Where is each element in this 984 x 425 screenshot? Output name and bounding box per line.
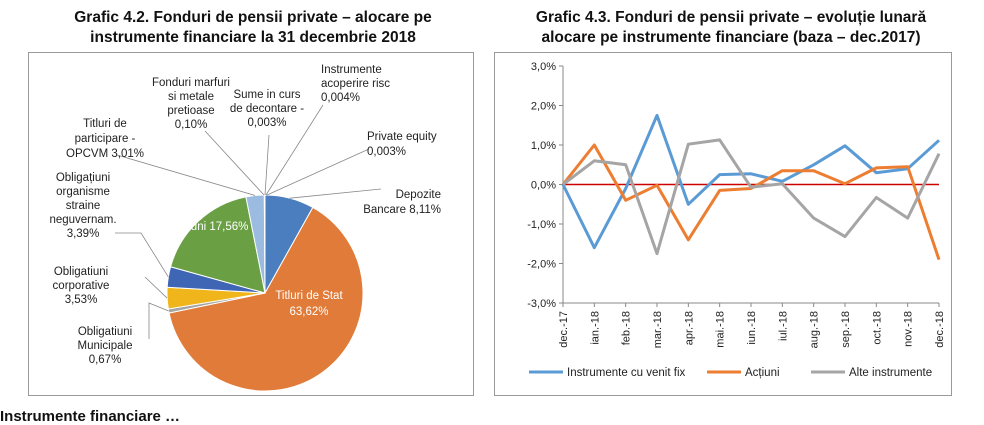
pie-label-marfuri: Fonduri marfuri si metale pretioase 0,10% <box>152 77 230 131</box>
y-tick-label: 3,0% <box>531 61 556 73</box>
series-line-instrumente-cu-venit-fix <box>561 113 941 250</box>
line-chart: 3,0% 2,0% 1,0% 0,0% -1,0% -2,0% -3,0%dec.-17 ia… <box>527 61 946 379</box>
pie-label-corporative: Obligatiuni corporative 3,53% <box>53 266 110 306</box>
pie-label-straine: Obligațiuni organisme straine neguvernam. 3,… <box>49 172 116 240</box>
left-chart-title-line1: Grafic 4.2. Fonduri de pensii private – … <box>74 9 432 26</box>
pie-label-titluri-stat: Titluri de Stat 63,62% <box>275 290 343 318</box>
x-tick-label: oct.-18 <box>871 311 883 345</box>
legend-label: Alte instrumente <box>849 367 932 379</box>
leader-opcvm <box>116 154 256 196</box>
x-tick-label: ian.-18 <box>589 311 601 345</box>
y-tick-label: -2,0% <box>527 259 556 271</box>
x-tick-label: iul.-18 <box>777 311 789 341</box>
leader-municipale <box>148 302 169 339</box>
x-tick-label: iun.-18 <box>746 311 758 345</box>
pie-slice-fonduri-marfuri-si-metale-pretioase <box>263 194 266 294</box>
x-tick-label: nov.-18 <box>903 311 915 347</box>
leader-straine <box>115 232 169 278</box>
line-chart-panel: 3,0% 2,0% 1,0% 0,0% -1,0% -2,0% -3,0% dec.-17 ia… <box>494 52 952 396</box>
y-tick-label: 0,0% <box>531 180 556 192</box>
legend-label: Acțiuni <box>745 367 780 379</box>
y-tick-label: -3,0% <box>527 298 556 310</box>
leader-sume <box>264 134 270 196</box>
x-tick-label: aug.-18 <box>809 311 821 348</box>
leader-corporative <box>144 276 168 299</box>
pie-chart-panel: Acțiuni 17,56% Titluri de Stat 63,62% Depoz… <box>28 52 474 396</box>
pie-label-private-equity: Private equity 0,003% <box>367 131 437 158</box>
left-chart-title: Grafic 4.2. Fonduri de pensii private – … <box>20 8 486 48</box>
leader-depozite <box>289 188 382 199</box>
pie-label-depozite: Depozite Bancare 8,11% <box>363 189 441 216</box>
pie-chart: Acțiuni 17,56% Titluri de Stat 63,62% Depoz… <box>49 64 441 392</box>
x-tick-label: sep.-18 <box>840 311 852 348</box>
x-tick-label: dec.-17 <box>558 311 570 348</box>
leader-marfuri <box>204 130 265 196</box>
pie-label-sume: Sume in curs de decontare -0,003% <box>230 89 304 129</box>
pie-label-instrumente-risc: Instrumente acoperire risc 0,004% <box>321 64 390 104</box>
pie-slice-titluri-de-stat <box>168 206 364 392</box>
y-tick-label: 1,0% <box>531 140 556 152</box>
right-chart-title-line1: Grafic 4.3. Fonduri de pensii private – … <box>535 9 927 26</box>
right-chart-title-line2: alocare pe instrumente financiare (baza … <box>541 29 921 46</box>
left-chart-title-line2: instrumente financiare la 31 decembrie 2… <box>90 29 416 46</box>
x-tick-label: apr.-18 <box>683 311 695 345</box>
leader-private-equity <box>266 148 370 196</box>
x-tick-label: mar.-18 <box>652 311 664 348</box>
leader-instrumente-risc <box>265 104 324 196</box>
pie-label-opcvm: Titluri de participare -OPCVM 3,01% <box>66 118 144 160</box>
pie-label-municipale: Obligatiuni Municipale 0,67% <box>78 326 133 366</box>
y-tick-label: 2,0% <box>531 101 556 113</box>
x-tick-label: dec.-18 <box>934 311 946 348</box>
x-tick-label: feb.-18 <box>621 311 633 345</box>
y-tick-label: -1,0% <box>527 219 556 231</box>
x-tick-label: mai.-18 <box>715 311 727 348</box>
legend-label: Instrumente cu venit fix <box>567 367 685 379</box>
series-line-alte-instrumente <box>562 138 941 256</box>
bottom-cut-text: Instrumente financiare … <box>0 408 181 425</box>
pie-label-actiuni: Acțiuni 17,56% <box>172 221 249 233</box>
pie-slice-ac-iuni <box>169 196 266 294</box>
right-chart-title: Grafic 4.3. Fonduri de pensii private – … <box>496 8 966 48</box>
